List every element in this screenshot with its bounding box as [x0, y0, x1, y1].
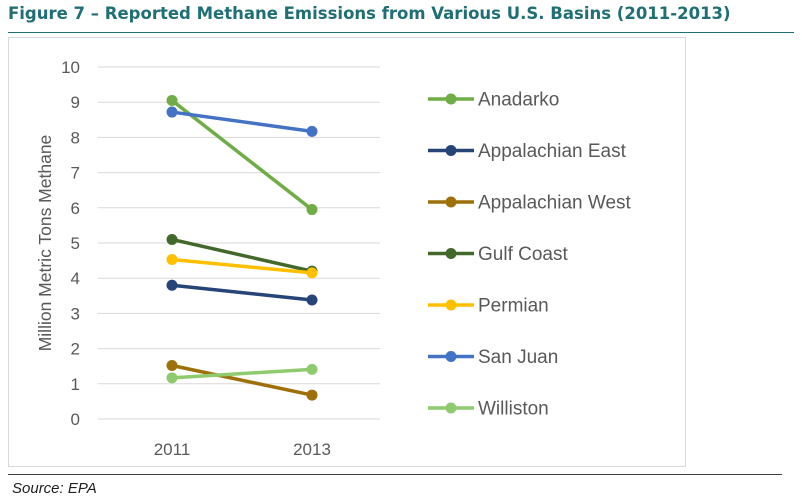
series-line-williston	[170, 367, 314, 380]
y-tick-label: 1	[71, 375, 80, 394]
source-note: Source: EPA	[12, 480, 97, 497]
gridlines	[98, 66, 380, 420]
legend-marker-appalachian-west	[445, 196, 457, 208]
y-tick-label: 3	[71, 304, 80, 323]
data-point-appalachian-west	[166, 359, 178, 371]
legend-marker-appalachian-east	[445, 145, 457, 156]
legend-label-williston: Williston	[478, 399, 549, 420]
chart-frame	[8, 37, 686, 467]
legend-label-appalachian-west: Appalachian West	[478, 193, 632, 214]
legend-label-san-juan: San Juan	[478, 347, 558, 368]
legend-marker-anadarko	[445, 93, 457, 105]
data-point-gulf-coast	[166, 233, 178, 245]
data-point-appalachian-west	[306, 389, 318, 401]
y-tick-label: 10	[61, 58, 80, 77]
x-tick-label: 2011	[154, 440, 191, 459]
data-point-anadarko	[306, 204, 318, 216]
legend-marker-permian	[445, 299, 457, 311]
x-axis-ticks: 2011 2013	[154, 440, 331, 459]
y-tick-label: 6	[71, 199, 80, 218]
y-tick-label: 0	[71, 410, 80, 429]
y-tick-label: 7	[71, 164, 80, 183]
legend-marker-gulf-coast	[445, 248, 457, 259]
title-divider	[8, 32, 794, 33]
data-point-permian	[306, 267, 318, 279]
y-tick-label: 9	[71, 93, 80, 112]
data-point-appalachian-east	[306, 294, 318, 306]
y-tick-label: 8	[71, 128, 80, 147]
series-lines	[166, 94, 318, 401]
series-line-permian	[170, 257, 314, 275]
data-point-appalachian-east	[166, 279, 178, 291]
y-tick-label: 2	[71, 340, 80, 359]
data-point-san-juan	[166, 106, 178, 118]
series-line-anadarko	[170, 98, 314, 212]
series-line-san-juan	[170, 110, 314, 134]
y-tick-label: 5	[71, 234, 80, 253]
data-point-williston	[166, 372, 178, 384]
series-line-appalachian-east	[170, 283, 314, 302]
legend-label-appalachian-east: Appalachian East	[478, 141, 627, 162]
x-tick-label: 2013	[293, 440, 331, 459]
legend-marker-williston	[445, 402, 457, 414]
series-line-gulf-coast	[170, 237, 314, 273]
data-point-permian	[166, 254, 178, 266]
line-chart: 0 1 2 3 4 5 6 7 8 9 10 2011 2013 Million Metric Ton…	[35, 58, 632, 459]
legend-label-gulf-coast: Gulf Coast	[478, 244, 568, 265]
y-axis-ticks: 0 1 2 3 4 5 6 7 8 9 10	[61, 58, 80, 429]
legend-label-anadarko: Anadarko	[478, 90, 559, 111]
data-point-williston	[306, 363, 318, 375]
y-tick-label: 4	[71, 269, 80, 288]
data-point-anadarko	[166, 94, 178, 106]
y-axis-label: Million Metric Tons Methane	[35, 135, 55, 352]
figure-title: Figure 7 – Reported Methane Emissions fr…	[8, 4, 731, 23]
series-line-appalachian-west	[170, 363, 314, 397]
source-divider	[8, 474, 782, 475]
legend-label-permian: Permian	[478, 296, 549, 317]
legend: Anadarko Appalachian East Appalachian West…	[428, 90, 632, 420]
legend-marker-san-juan	[445, 351, 457, 362]
data-point-san-juan	[306, 125, 318, 137]
